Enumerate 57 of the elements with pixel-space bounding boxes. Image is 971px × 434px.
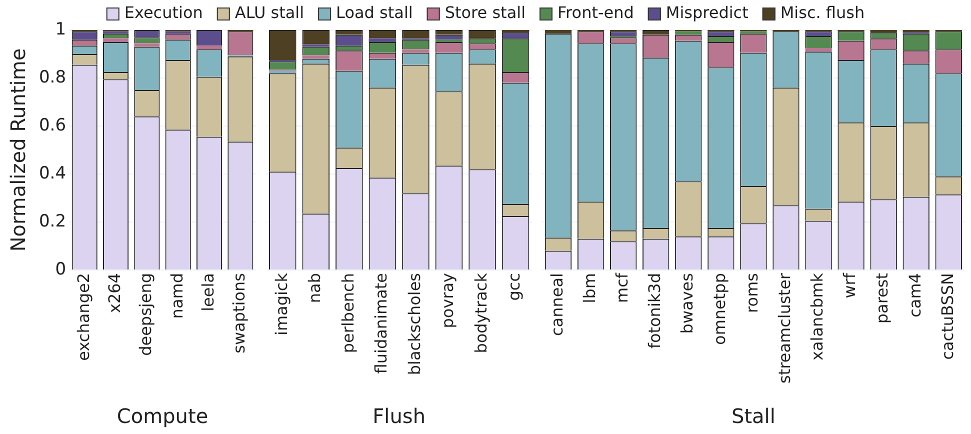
x-tick-label: cactuBSSN xyxy=(938,273,957,360)
x-tick-label: lbm xyxy=(580,273,599,304)
bar xyxy=(302,55,330,59)
x-tick-label: canneal xyxy=(547,273,566,336)
x-tick-label: povray xyxy=(438,273,458,328)
bar xyxy=(134,43,160,47)
legend-label: Execution xyxy=(124,3,203,22)
x-tick-label: x264 xyxy=(104,273,124,314)
bar xyxy=(544,30,572,34)
bar xyxy=(103,31,129,34)
x-tick-label: swaptions xyxy=(230,273,249,354)
x-tick-label: xalancbmk xyxy=(808,272,827,360)
bar xyxy=(675,31,702,35)
x-tick-label: streamcluster xyxy=(775,272,794,384)
legend-label: ALU stall xyxy=(234,3,304,22)
y-tick-label: 1 xyxy=(55,19,66,40)
x-axis-title: Stall xyxy=(732,404,776,428)
x-tick-label: bodytrack xyxy=(471,272,490,354)
y-tick-label: 0.8 xyxy=(38,67,66,88)
x-tick-label: gcc xyxy=(504,273,524,301)
x-tick-label: nab xyxy=(305,273,324,304)
x-tick-label: mcf xyxy=(612,272,632,304)
x-tick-label: leela xyxy=(198,273,218,312)
y-tick-label: 0 xyxy=(55,259,66,280)
bar xyxy=(740,31,767,34)
legend-label: Misc. flush xyxy=(780,3,865,22)
x-tick-label: cam4 xyxy=(905,273,924,318)
legend-label: Mispredict xyxy=(666,3,748,22)
bar xyxy=(805,48,832,52)
x-tick-label: wrf xyxy=(840,272,860,298)
bar xyxy=(196,46,222,50)
bar xyxy=(103,38,129,42)
x-tick-label: roms xyxy=(742,273,762,313)
x-tick-label: omnetpp xyxy=(710,273,730,345)
legend-label: Load stall xyxy=(336,3,413,22)
bar xyxy=(368,38,396,42)
bar xyxy=(165,31,191,34)
y-tick-label: 0.2 xyxy=(38,211,66,232)
x-tick-label: bwaves xyxy=(678,273,697,334)
x-tick-label: exchange2 xyxy=(74,273,93,361)
legend-label: Store stall xyxy=(444,3,526,22)
y-tick-label: 0.4 xyxy=(38,163,66,184)
x-tick-label: perlbench xyxy=(338,273,358,354)
x-tick-label: parest xyxy=(872,273,892,324)
bar xyxy=(302,44,330,47)
y-tick-label: 0.6 xyxy=(38,115,66,136)
bar xyxy=(402,49,430,53)
x-tick-label: fluidanimate xyxy=(372,273,391,374)
x-tick-label: fotonik3d xyxy=(645,273,664,349)
x-tick-label: namd xyxy=(167,273,186,319)
x-axis-title: Flush xyxy=(372,404,426,428)
x-axis-title: Compute xyxy=(116,404,208,428)
legend-label: Front-end xyxy=(558,3,634,22)
y-axis-title: Normalized Runtime xyxy=(6,48,30,252)
x-tick-label: deepsjeng xyxy=(136,273,156,356)
x-tick-label: imagick xyxy=(272,272,291,336)
x-tick-label: blackscholes xyxy=(404,273,424,376)
